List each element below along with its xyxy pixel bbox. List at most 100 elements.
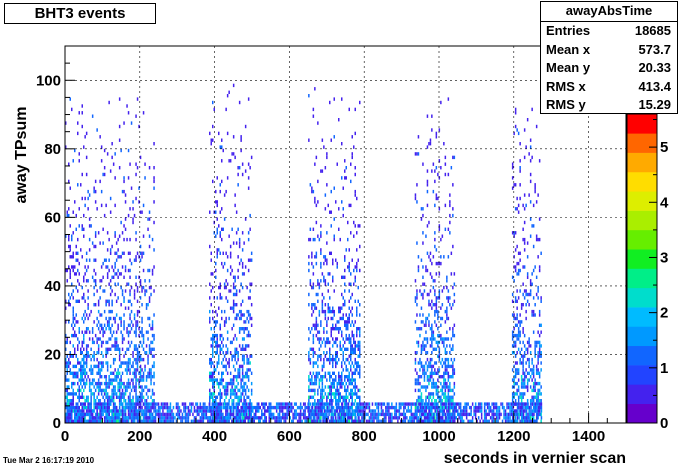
heatmap-cell bbox=[364, 416, 366, 420]
heatmap-cell bbox=[327, 289, 329, 293]
heatmap-cell bbox=[226, 337, 229, 341]
heatmap-cell bbox=[71, 381, 73, 386]
heatmap-cell bbox=[394, 409, 396, 413]
heatmap-cell bbox=[235, 402, 237, 406]
heatmap-cell bbox=[419, 416, 422, 420]
heatmap-cell bbox=[431, 357, 433, 362]
heatmap-cell bbox=[246, 402, 248, 406]
heatmap-cell bbox=[314, 419, 317, 423]
heatmap-cell bbox=[215, 340, 217, 345]
heatmap-cell bbox=[315, 323, 318, 327]
heatmap-cell bbox=[342, 416, 344, 420]
heatmap-cell bbox=[69, 255, 71, 259]
heatmap-cell bbox=[339, 381, 341, 386]
heatmap-cell bbox=[115, 395, 118, 399]
heatmap-cell bbox=[136, 357, 139, 362]
heatmap-cell bbox=[334, 412, 336, 417]
heatmap-cell bbox=[205, 416, 208, 420]
heatmap-cell bbox=[445, 416, 447, 420]
heatmap-cell bbox=[278, 416, 281, 420]
heatmap-cell bbox=[418, 402, 420, 406]
heatmap-cell bbox=[489, 405, 492, 410]
heatmap-cell bbox=[332, 392, 334, 396]
heatmap-cell bbox=[520, 354, 523, 358]
heatmap-cell bbox=[324, 340, 327, 345]
heatmap-cell bbox=[329, 251, 331, 255]
heatmap-cell bbox=[141, 303, 143, 307]
heatmap-cell bbox=[153, 333, 155, 338]
heatmap-cell bbox=[436, 419, 438, 423]
heatmap-cell bbox=[74, 316, 76, 321]
heatmap-cell bbox=[344, 412, 347, 417]
heatmap-cell bbox=[323, 145, 325, 149]
heatmap-cell bbox=[513, 279, 515, 283]
heatmap-cell bbox=[213, 402, 215, 406]
heatmap-cell bbox=[320, 354, 322, 358]
heatmap-cell bbox=[87, 189, 89, 194]
heatmap-cell bbox=[127, 361, 130, 365]
heatmap-cell bbox=[431, 412, 433, 417]
heatmap-cell bbox=[93, 186, 95, 190]
heatmap-cell bbox=[225, 381, 227, 386]
heatmap-cell bbox=[115, 344, 118, 348]
heatmap-cell bbox=[314, 402, 316, 406]
heatmap-cell bbox=[232, 409, 235, 413]
heatmap-cell bbox=[219, 419, 221, 423]
heatmap-cell bbox=[351, 371, 353, 375]
heatmap-cell bbox=[153, 179, 155, 184]
heatmap-cell bbox=[209, 296, 211, 300]
heatmap-cell bbox=[85, 361, 88, 365]
heatmap-cell bbox=[221, 227, 223, 231]
heatmap-cell bbox=[68, 244, 70, 249]
heatmap-cell bbox=[139, 251, 142, 255]
heatmap-cell bbox=[225, 405, 227, 410]
heatmap-cell bbox=[126, 368, 128, 372]
heatmap-cell bbox=[444, 155, 447, 160]
heatmap-cell bbox=[83, 279, 85, 283]
heatmap-cell bbox=[243, 354, 245, 358]
heatmap-cell bbox=[135, 381, 137, 386]
heatmap-cell bbox=[78, 388, 80, 393]
heatmap-cell bbox=[105, 381, 107, 386]
heatmap-cell bbox=[187, 419, 190, 423]
heatmap-cell bbox=[127, 402, 130, 406]
heatmap-cell bbox=[370, 409, 372, 413]
heatmap-cell bbox=[477, 416, 480, 420]
heatmap-cell bbox=[415, 416, 417, 420]
heatmap-cell bbox=[237, 368, 239, 372]
heatmap-cell bbox=[88, 388, 91, 393]
heatmap-cell bbox=[105, 385, 107, 389]
heatmap-cell bbox=[286, 402, 288, 406]
heatmap-cell bbox=[68, 402, 70, 406]
heatmap-cell bbox=[331, 416, 333, 420]
heatmap-cell bbox=[243, 357, 245, 362]
heatmap-cell bbox=[354, 189, 356, 194]
heatmap-cell bbox=[426, 169, 429, 173]
heatmap-cell bbox=[341, 419, 344, 423]
heatmap-cell bbox=[243, 313, 245, 317]
heatmap-cell bbox=[423, 282, 426, 286]
heatmap-cell bbox=[74, 333, 76, 338]
heatmap-cell bbox=[403, 419, 405, 423]
heatmap-cell bbox=[75, 272, 77, 276]
heatmap-cell bbox=[105, 299, 107, 303]
heatmap-cell bbox=[325, 402, 327, 406]
heatmap-cell bbox=[68, 364, 70, 369]
heatmap-cell bbox=[525, 316, 527, 321]
heatmap-cell bbox=[333, 385, 335, 389]
heatmap-cell bbox=[422, 313, 424, 317]
heatmap-cell bbox=[350, 203, 352, 208]
heatmap-cell bbox=[247, 412, 250, 417]
heatmap-cell bbox=[117, 419, 119, 423]
heatmap-cell bbox=[444, 203, 447, 208]
heatmap-cell bbox=[72, 419, 74, 423]
heatmap-cell bbox=[265, 402, 267, 406]
heatmap-cell bbox=[229, 244, 232, 249]
heatmap-cell bbox=[105, 409, 107, 413]
heatmap-cell bbox=[345, 364, 347, 369]
heatmap-cell bbox=[117, 395, 119, 399]
heatmap-cell bbox=[349, 416, 351, 420]
heatmap-cell bbox=[414, 152, 417, 156]
heatmap-cell bbox=[232, 285, 235, 290]
heatmap-cell bbox=[111, 309, 113, 314]
